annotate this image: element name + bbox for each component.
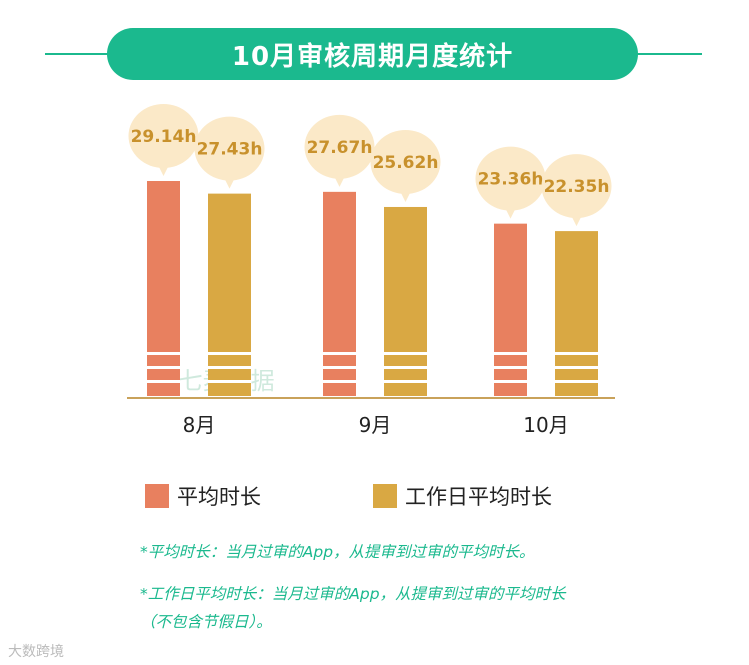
- bar-stripe-1-2-0: [555, 352, 598, 355]
- data-label-0-1: 27.67h: [307, 138, 373, 158]
- note-workday-cont: （不包含节假日）。: [140, 613, 272, 631]
- bar-workday-2: [555, 231, 598, 396]
- note-average: *平均时长：当月过审的App，从提审到过审的平均时长。: [140, 543, 535, 561]
- chart-title: 10月审核周期月度统计: [107, 28, 638, 80]
- bar-workday-1: [384, 206, 427, 396]
- data-label-1-1: 25.62h: [373, 153, 439, 173]
- bar-avg-0: [147, 181, 180, 396]
- bubble-0-0: [128, 104, 199, 168]
- bubble-0-1: [304, 114, 375, 179]
- legend-label-workday: 工作日平均时长: [405, 485, 552, 509]
- bar-stripe-1-0-0: [208, 352, 251, 355]
- bar-stripe-1-2-1: [555, 366, 598, 369]
- x-tick-label-0: 8月: [183, 413, 216, 437]
- x-tick-label-1: 9月: [359, 413, 392, 437]
- bar-stripe-1-0-1: [208, 366, 251, 369]
- legend-item-workday: 工作日平均时长: [373, 481, 552, 511]
- bar-stripe-0-2-1: [494, 366, 527, 369]
- bar-stripe-0-0-1: [147, 366, 180, 369]
- bar-stripe-1-2-2: [555, 380, 598, 383]
- bubble-1-2: [541, 154, 612, 219]
- bar-stripe-0-1-1: [323, 366, 356, 369]
- legend-item-avg: 平均时长: [145, 481, 261, 511]
- bar-stripe-0-0-0: [147, 352, 180, 355]
- data-label-1-2: 22.35h: [544, 177, 610, 197]
- bar-chart: ◉ 七麦数据29.14h27.67h23.36h27.43h25.62h22.3…: [127, 104, 615, 437]
- bar-stripe-0-1-2: [323, 380, 356, 383]
- bar-stripe-1-1-1: [384, 366, 427, 369]
- legend-swatch-avg: [145, 484, 169, 508]
- bar-stripe-0-0-2: [147, 380, 180, 383]
- x-tick-label-2: 10月: [523, 413, 568, 437]
- title-line-left: [45, 53, 115, 55]
- bar-avg-2: [494, 223, 527, 396]
- bubble-1-0: [194, 116, 265, 181]
- bar-stripe-1-1-0: [384, 352, 427, 355]
- bar-avg-1: [323, 191, 356, 396]
- title-line-right: [630, 53, 702, 55]
- bubble-1-1: [370, 129, 441, 194]
- bar-stripe-1-1-2: [384, 380, 427, 383]
- bar-stripe-0-2-0: [494, 352, 527, 355]
- footer-logo: 大数跨境: [8, 644, 64, 660]
- bar-workday-0: [208, 193, 251, 396]
- data-label-1-0: 27.43h: [197, 140, 263, 160]
- note-workday: *工作日平均时长：当月过审的App，从提审到过审的平均时长: [140, 585, 566, 603]
- data-label-0-2: 23.36h: [478, 170, 544, 190]
- bubble-0-2: [475, 146, 546, 211]
- legend-swatch-workday: [373, 484, 397, 508]
- bar-stripe-0-2-2: [494, 380, 527, 383]
- bar-stripe-0-1-0: [323, 352, 356, 355]
- legend-label-avg: 平均时长: [177, 485, 261, 509]
- bar-stripe-1-0-2: [208, 380, 251, 383]
- data-label-0-0: 29.14h: [131, 127, 197, 147]
